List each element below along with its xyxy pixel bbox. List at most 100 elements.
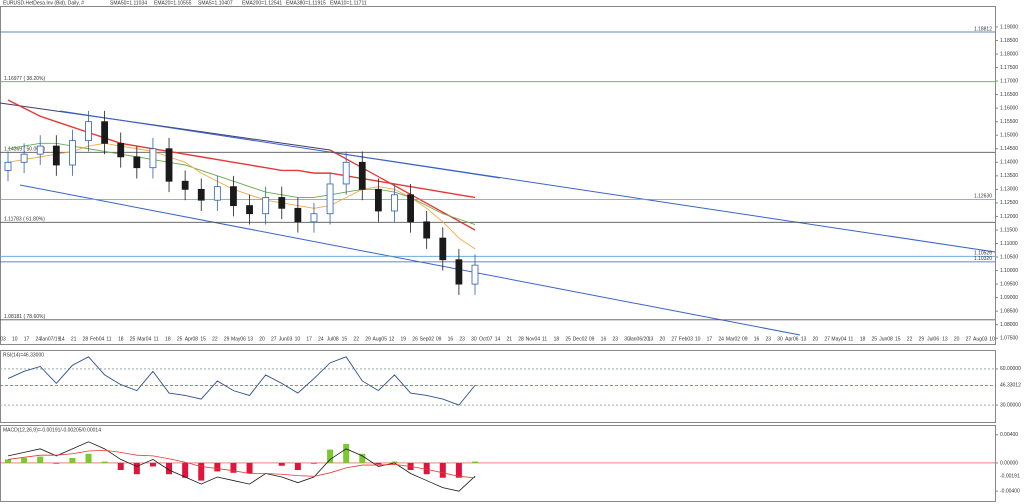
candle-body bbox=[69, 140, 76, 166]
indicator-label: SMA50=1.11034 bbox=[110, 0, 147, 6]
candle-body bbox=[342, 161, 350, 185]
x-tick-label: 13 bbox=[942, 336, 948, 342]
level-label: 1.18812 bbox=[974, 26, 992, 32]
candle-body bbox=[101, 121, 109, 144]
level-label: 1.10320 bbox=[974, 256, 992, 262]
y-tick-label: 1.08500 bbox=[1000, 308, 1018, 314]
candle-body bbox=[165, 148, 173, 182]
x-tick-label: 28 bbox=[83, 336, 89, 342]
x-tick-label: 13 bbox=[648, 336, 654, 342]
y-tick-label: 1.11000 bbox=[1000, 241, 1018, 247]
x-tick-label: 14 bbox=[495, 336, 501, 342]
candle-body bbox=[133, 156, 141, 169]
x-tick-label: 25 bbox=[871, 336, 877, 342]
x-tick-label: 09 bbox=[589, 336, 595, 342]
histogram-bar bbox=[343, 443, 350, 463]
x-tick-label: 15 bbox=[200, 336, 206, 342]
y-tick-label: 0.00000 bbox=[1000, 460, 1018, 466]
y-tick-label: -0.00400 bbox=[1000, 488, 1020, 494]
trendline bbox=[329, 151, 996, 253]
macd-line bbox=[7, 449, 476, 479]
candle-body bbox=[278, 197, 286, 209]
x-tick-label: 03 bbox=[0, 336, 6, 342]
x-tick-label: 27 bbox=[824, 336, 830, 342]
y-tick-label: 1.17500 bbox=[1000, 65, 1018, 71]
candle-body bbox=[36, 145, 44, 155]
y-tick-label: 1.10500 bbox=[1000, 254, 1018, 260]
y-tick-label: 1.15000 bbox=[1000, 133, 1018, 139]
indicator-label: EMA10=1.11711 bbox=[330, 0, 367, 6]
x-tick-label: May06 bbox=[231, 336, 246, 342]
histogram-bar bbox=[391, 461, 398, 463]
x-tick-label: 28 bbox=[518, 336, 524, 342]
indicator-label: SMA5=1.10407 bbox=[198, 0, 233, 6]
y-tick-label: 60.00000 bbox=[1000, 366, 1021, 372]
y-tick-label: 1.07500 bbox=[1000, 336, 1018, 342]
x-tick-label: Jul06 bbox=[927, 336, 939, 342]
x-tick-label: 10 bbox=[695, 336, 701, 342]
candle-body bbox=[407, 194, 414, 223]
y-tick-label: 1.14500 bbox=[1000, 146, 1018, 152]
histogram-bar bbox=[117, 462, 124, 470]
x-tick-label: 18 bbox=[554, 336, 560, 342]
histogram-bar bbox=[166, 462, 173, 475]
x-tick-label: Jun03 bbox=[279, 336, 293, 342]
current-value-label: 46.33012 bbox=[1000, 383, 1021, 389]
level-label: 1.14369 ( 50.00%) bbox=[4, 147, 45, 153]
x-tick-label: 18 bbox=[165, 336, 171, 342]
x-tick-label: 27 bbox=[271, 336, 277, 342]
x-tick-label: 22 bbox=[353, 336, 359, 342]
x-tick-label: 11 bbox=[106, 336, 111, 342]
header: EURUSD.HetDesa.Inv (Bid), Daily, # bbox=[3, 0, 84, 6]
x-tick-label: 15 bbox=[895, 336, 901, 342]
x-tick-label: 30 bbox=[471, 336, 477, 342]
x-tick-label: 30 bbox=[777, 336, 783, 342]
histogram-bar bbox=[149, 462, 156, 467]
candle-body bbox=[197, 188, 205, 201]
x-tick-label: 09 bbox=[436, 336, 442, 342]
candle-body bbox=[439, 237, 447, 261]
y-tick-label: 1.13000 bbox=[1000, 187, 1018, 193]
x-tick-label: Feb04 bbox=[90, 336, 104, 342]
x-tick-label: 20 bbox=[259, 336, 265, 342]
level-label: 1.12630 bbox=[974, 194, 992, 200]
x-tick-label: 18 bbox=[118, 336, 124, 342]
candle-body bbox=[391, 194, 398, 212]
y-tick-label: 1.18500 bbox=[1000, 38, 1018, 44]
x-tick-label: 17 bbox=[707, 336, 713, 342]
histogram-bar bbox=[439, 462, 446, 478]
x-tick-label: 30 bbox=[624, 336, 630, 342]
x-tick-label: Aug05 bbox=[373, 336, 388, 342]
x-tick-label: 22 bbox=[212, 336, 218, 342]
moving-average bbox=[7, 142, 476, 250]
x-tick-label: 23 bbox=[612, 336, 618, 342]
histogram-bar bbox=[5, 459, 11, 463]
histogram-bar bbox=[423, 462, 430, 475]
y-tick-label: 1.14000 bbox=[1000, 160, 1018, 166]
x-tick-label: 21 bbox=[71, 336, 77, 342]
histogram-bar bbox=[21, 458, 28, 463]
x-tick-label: Oct07 bbox=[479, 336, 493, 342]
histogram-bar bbox=[278, 462, 285, 466]
candle-body bbox=[326, 183, 334, 215]
x-tick-label: 24 bbox=[718, 336, 724, 342]
candle-body bbox=[471, 264, 479, 285]
x-tick-label: 10 bbox=[295, 336, 301, 342]
x-tick-label: 16 bbox=[754, 336, 760, 342]
level-label: 1.16977 ( 38.20%) bbox=[4, 76, 45, 82]
histogram-bar bbox=[133, 462, 140, 475]
x-tick-label: 11 bbox=[542, 336, 547, 342]
histogram-bar bbox=[472, 461, 478, 463]
x-tick-label: Mar04 bbox=[137, 336, 151, 342]
rsi-line bbox=[7, 356, 476, 406]
histogram-bar bbox=[53, 462, 60, 464]
x-tick-label: 22 bbox=[907, 336, 913, 342]
x-tick-label: 15 bbox=[342, 336, 348, 342]
candle-body bbox=[149, 148, 157, 169]
y-tick-label: 1.12000 bbox=[1000, 214, 1018, 220]
candle-body bbox=[294, 207, 302, 223]
moving-average bbox=[7, 142, 476, 225]
y-tick-label: 1.13500 bbox=[1000, 173, 1018, 179]
